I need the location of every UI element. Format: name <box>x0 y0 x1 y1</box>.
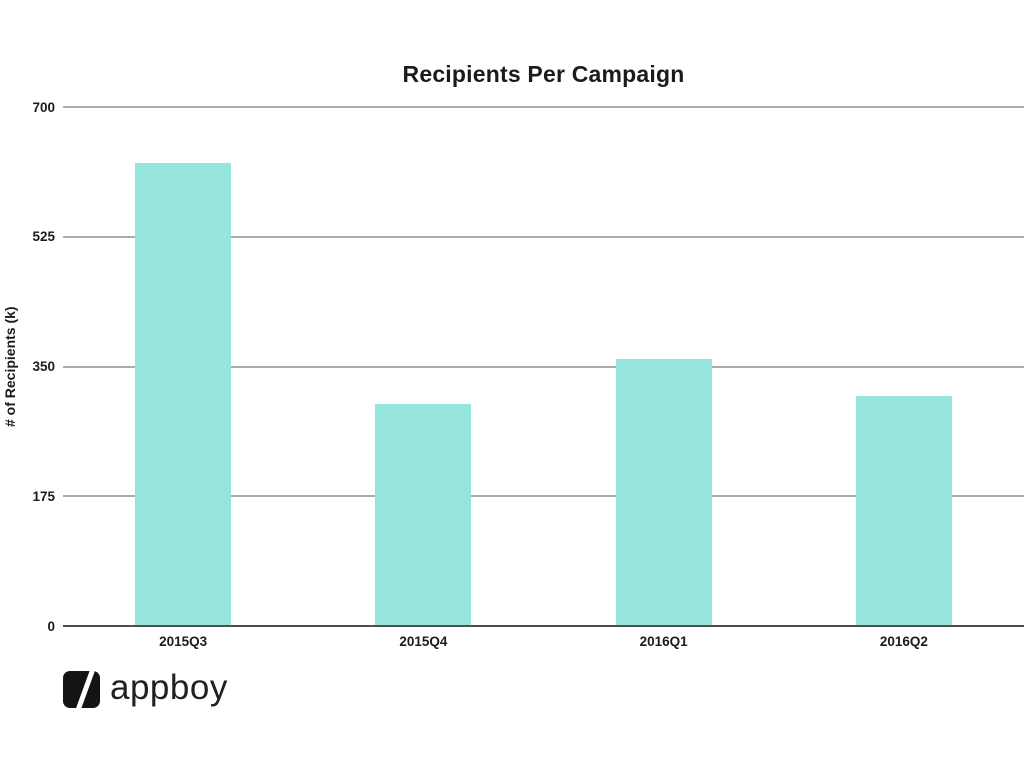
x-tick-label-2015Q4: 2015Q4 <box>399 634 448 649</box>
appboy-logo: appboy <box>63 670 228 709</box>
bar-2016Q2 <box>855 396 952 626</box>
y-tick-label-0: 0 <box>47 618 55 634</box>
gridline-175 <box>63 495 1024 498</box>
gridline-350 <box>63 365 1024 368</box>
bar-2015Q3 <box>135 162 232 626</box>
x-tick-label-2015Q3: 2015Q3 <box>159 634 208 649</box>
gridline-525 <box>63 235 1024 238</box>
x-tick-label-2016Q1: 2016Q1 <box>639 634 688 649</box>
y-axis-tick-labels: 0 175 350 525 700 <box>0 100 55 632</box>
y-tick-label-350: 350 <box>32 358 55 374</box>
gridline-700 <box>63 106 1024 108</box>
logo-slash-shape <box>75 671 96 708</box>
bar-2016Q1 <box>615 359 712 626</box>
y-tick-label-700: 700 <box>32 99 55 115</box>
x-axis-baseline <box>63 625 1024 627</box>
x-tick-label-2016Q2: 2016Q2 <box>879 634 928 649</box>
plot-area <box>63 106 1024 627</box>
y-tick-label-525: 525 <box>32 229 55 244</box>
appboy-mark-icon <box>63 671 100 708</box>
y-tick-label-175: 175 <box>32 488 55 504</box>
bar-2015Q4 <box>375 403 472 626</box>
x-axis-tick-labels: 2015Q3 2015Q4 2016Q1 2016Q2 <box>63 634 1024 658</box>
chart-title: Recipients Per Campaign <box>402 61 685 87</box>
logo-wordmark: appboy <box>110 668 228 707</box>
